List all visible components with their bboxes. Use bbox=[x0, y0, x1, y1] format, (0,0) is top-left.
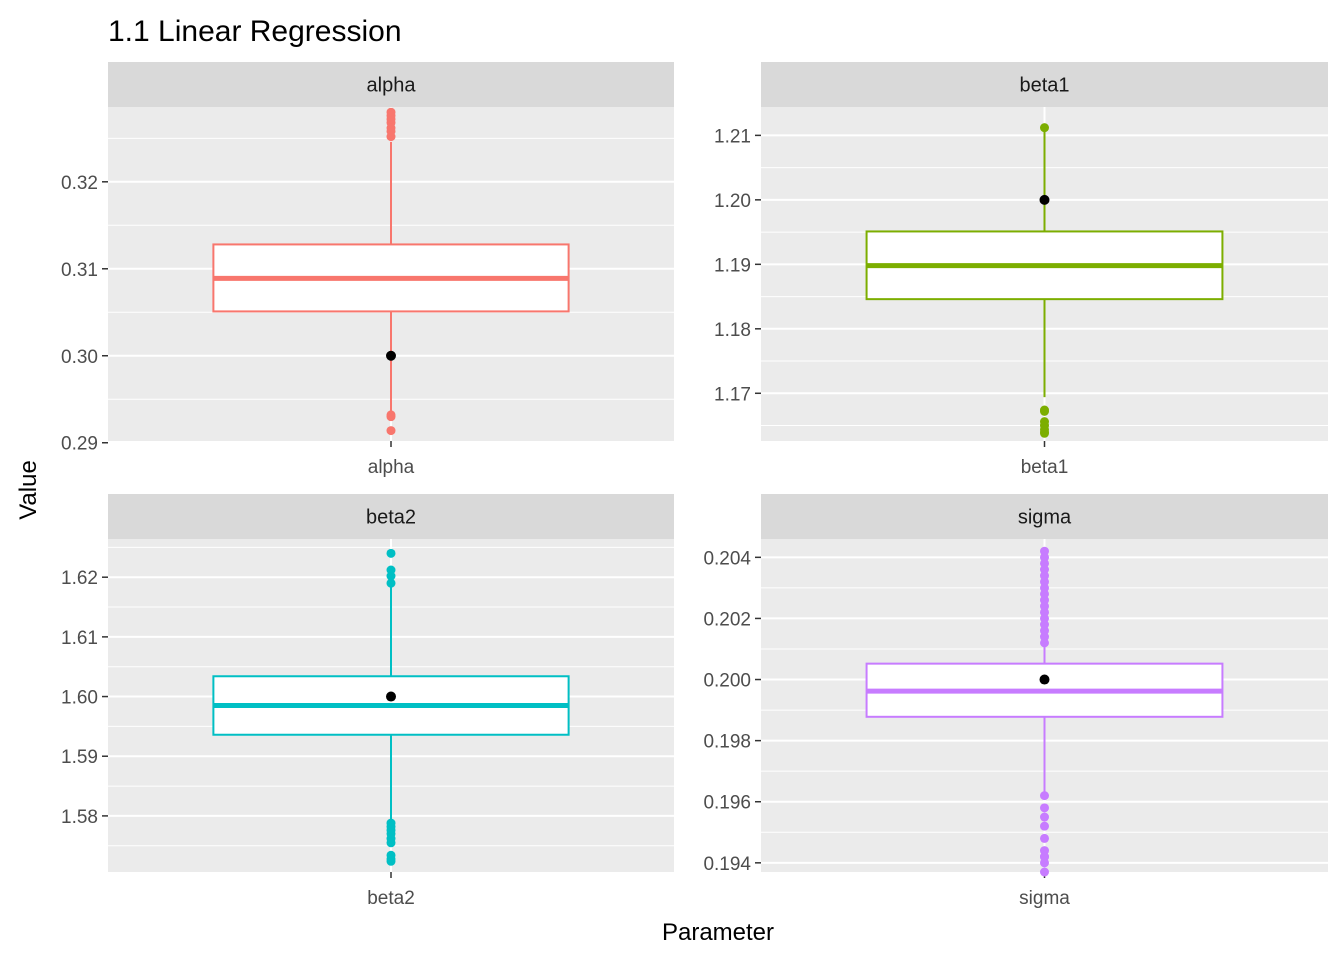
y-tick-label: 1.17 bbox=[714, 384, 751, 405]
y-tick-label: 0.30 bbox=[61, 347, 98, 368]
y-tick-label: 0.31 bbox=[61, 260, 98, 281]
y-tick-label: 0.32 bbox=[61, 173, 98, 194]
y-tick-label: 0.194 bbox=[703, 854, 751, 875]
facet-strip-label: alpha bbox=[367, 75, 417, 97]
facet-strip bbox=[108, 494, 674, 539]
facet-panels: 0.290.300.310.32alphaalpha1.171.181.191.… bbox=[61, 62, 1328, 909]
y-tick-label: 1.60 bbox=[61, 688, 98, 709]
facet-beta1: 1.17 1.18 1.19 1.20 1.21 beta1 beta1 bbox=[714, 62, 1328, 478]
outlier-point bbox=[1040, 812, 1049, 822]
y-axis-title: Value bbox=[15, 460, 42, 520]
facet-sigma: 0.194 0.196 0.198 0.200 0.202 0.204 sigma sigma bbox=[703, 494, 1328, 909]
y-tick-label: 0.202 bbox=[703, 609, 751, 630]
outlier-point bbox=[386, 578, 396, 588]
outlier-point bbox=[1040, 803, 1049, 813]
facet-strip bbox=[108, 62, 674, 107]
facet-strip bbox=[761, 62, 1328, 107]
outlier-point bbox=[1040, 123, 1049, 133]
y-tick-label: 1.62 bbox=[61, 568, 98, 589]
outlier-point bbox=[1040, 791, 1049, 801]
y-tick-label: 0.198 bbox=[703, 732, 751, 753]
outlier-point bbox=[1040, 852, 1049, 862]
true-value-point bbox=[386, 350, 396, 361]
y-tick-label: 0.200 bbox=[703, 671, 751, 692]
y-tick-label: 1.61 bbox=[61, 628, 98, 649]
facet-strip-label: beta2 bbox=[366, 507, 416, 529]
true-value-point bbox=[386, 691, 396, 702]
y-tick-label: 1.20 bbox=[714, 191, 751, 212]
outlier-point bbox=[386, 571, 396, 581]
outlier-point bbox=[386, 856, 396, 866]
facet-strip-label: sigma bbox=[1018, 507, 1072, 529]
outlier-point bbox=[1040, 638, 1049, 648]
y-tick-label: 0.29 bbox=[61, 434, 98, 455]
y-tick-label: 1.18 bbox=[714, 320, 751, 341]
outlier-point bbox=[1040, 867, 1049, 877]
y-tick-label: 1.58 bbox=[61, 807, 98, 828]
y-tick-label: 1.21 bbox=[714, 126, 751, 147]
y-tick-label: 0.196 bbox=[703, 793, 751, 814]
chart-title: 1.1 Linear Regression bbox=[108, 15, 402, 48]
outlier-point bbox=[1040, 406, 1049, 416]
x-tick-label: beta1 bbox=[1021, 457, 1069, 478]
outlier-point bbox=[1040, 833, 1049, 843]
y-tick-label: 1.59 bbox=[61, 747, 98, 768]
x-axis-title: Parameter bbox=[662, 919, 774, 946]
y-tick-label: 0.204 bbox=[703, 548, 751, 569]
outlier-point bbox=[386, 548, 396, 558]
y-tick-label: 1.19 bbox=[714, 255, 751, 276]
outlier-point bbox=[386, 412, 396, 422]
facet-alpha: 0.29 0.30 0.31 0.32 alpha alpha bbox=[61, 62, 674, 478]
outlier-point bbox=[386, 426, 396, 436]
outlier-point bbox=[386, 838, 396, 848]
facet-beta2: 1.58 1.59 1.60 1.61 1.62 beta2 beta2 bbox=[61, 494, 674, 909]
facet-strip-label: beta1 bbox=[1019, 75, 1069, 97]
outlier-point bbox=[1040, 428, 1049, 438]
x-tick-label: alpha bbox=[368, 457, 415, 478]
x-tick-label: beta2 bbox=[367, 888, 415, 909]
true-value-point bbox=[1039, 194, 1050, 205]
outlier-point bbox=[1040, 821, 1049, 831]
outlier-point bbox=[386, 107, 396, 117]
facet-strip bbox=[761, 494, 1328, 539]
x-tick-label: sigma bbox=[1019, 888, 1070, 909]
true-value-point bbox=[1039, 674, 1050, 685]
